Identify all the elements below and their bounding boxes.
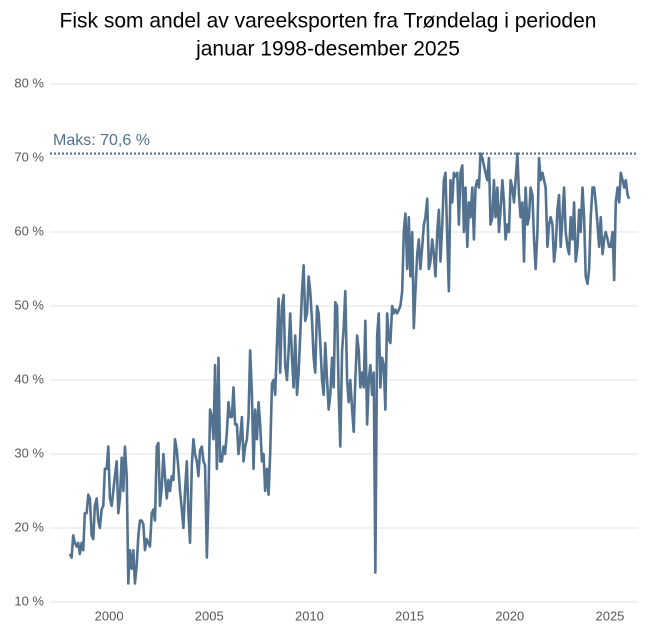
y-tick-label: 70 % [14, 149, 44, 164]
y-tick-label: 50 % [14, 297, 44, 312]
x-tick-label: 2025 [595, 608, 624, 623]
chart-title: Fisk som andel av vareeksporten fra Trøn… [60, 10, 597, 33]
x-tick-label: 2015 [395, 608, 424, 623]
chart-title: januar 1998-desember 2025 [195, 38, 460, 61]
y-tick-label: 10 % [14, 593, 44, 608]
y-tick-label: 80 % [14, 75, 44, 90]
x-tick-label: 2005 [195, 608, 224, 623]
y-tick-label: 20 % [14, 519, 44, 534]
y-tick-label: 30 % [14, 445, 44, 460]
data-line [68, 152, 631, 585]
x-tick-label: 2000 [95, 608, 124, 623]
max-label: Maks: 70,6 % [53, 132, 150, 149]
y-tick-label: 60 % [14, 223, 44, 238]
x-tick-label: 2020 [495, 608, 524, 623]
x-tick-label: 2010 [295, 608, 324, 623]
y-tick-label: 40 % [14, 371, 44, 386]
